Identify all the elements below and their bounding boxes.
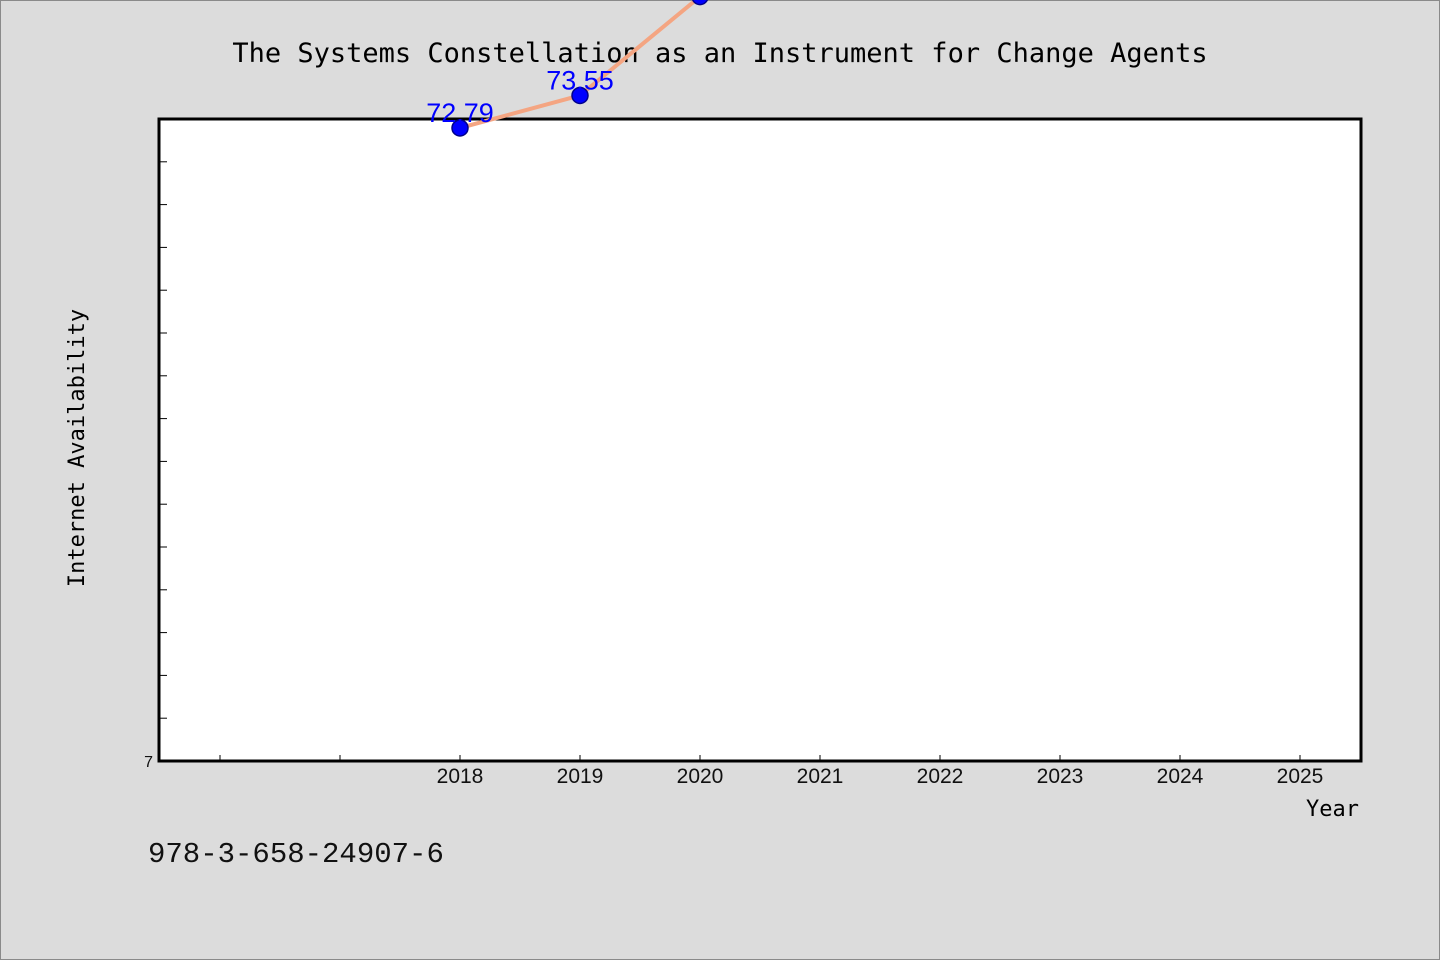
x-tick-label: 2018 (437, 765, 484, 788)
data-label: 72.79 (426, 98, 494, 128)
series-line-group (459, 0, 700, 130)
x-tick-label: 2023 (1037, 765, 1084, 788)
x-tick-label: 2024 (1157, 765, 1204, 788)
x-tick-label: 2020 (677, 765, 724, 788)
data-point (691, 0, 709, 6)
x-tick-label: 2025 (1277, 765, 1324, 788)
isbn-label: 978-3-658-24907-6 (148, 838, 444, 871)
y-tick-label: 7 (144, 754, 153, 771)
x-axis-ticks: 2018 2019 2020 2021 2022 2023 2024 2025 (219, 755, 1324, 788)
x-axis-label: Year (1306, 797, 1359, 822)
x-tick-label: 2019 (557, 765, 604, 788)
y-axis-ticks: 7 (144, 161, 167, 771)
data-markers (451, 0, 709, 137)
plot-area (157, 117, 1363, 763)
x-tick-label: 2022 (917, 765, 964, 788)
y-axis-label: Internet Availability (65, 309, 90, 587)
data-label: 73.55 (546, 65, 614, 95)
data-point (451, 119, 469, 137)
x-tick-label: 2021 (797, 765, 844, 788)
data-point (571, 86, 589, 105)
chart-title: The Systems Constellation as an Instrume… (232, 38, 1207, 69)
series-line (459, 0, 700, 130)
